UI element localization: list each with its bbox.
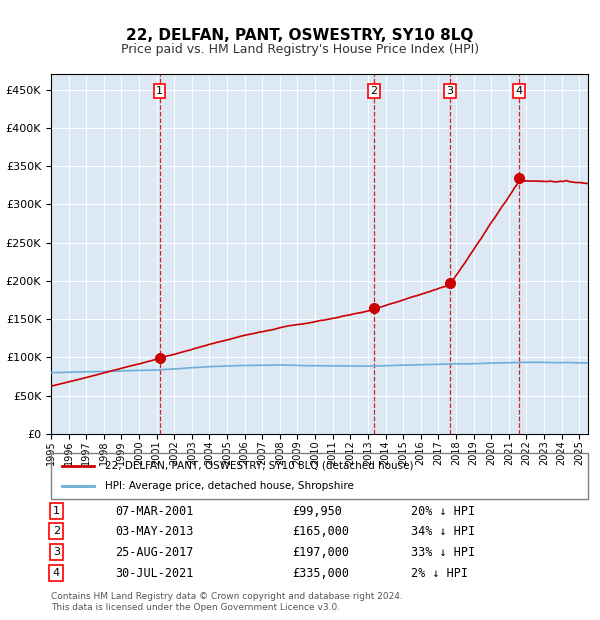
Text: 4: 4 [53, 568, 60, 578]
Text: 2: 2 [370, 86, 377, 96]
Text: £99,950: £99,950 [293, 505, 343, 518]
Text: £335,000: £335,000 [293, 567, 350, 580]
Text: 2% ↓ HPI: 2% ↓ HPI [411, 567, 468, 580]
Text: 3: 3 [53, 547, 60, 557]
Text: 33% ↓ HPI: 33% ↓ HPI [411, 546, 475, 559]
Text: 07-MAR-2001: 07-MAR-2001 [115, 505, 194, 518]
Text: 03-MAY-2013: 03-MAY-2013 [115, 525, 194, 538]
Text: 25-AUG-2017: 25-AUG-2017 [115, 546, 194, 559]
Text: 20% ↓ HPI: 20% ↓ HPI [411, 505, 475, 518]
Text: 2: 2 [53, 526, 60, 536]
Text: £165,000: £165,000 [293, 525, 350, 538]
Text: 30-JUL-2021: 30-JUL-2021 [115, 567, 194, 580]
Text: £197,000: £197,000 [293, 546, 350, 559]
Text: 34% ↓ HPI: 34% ↓ HPI [411, 525, 475, 538]
Text: HPI: Average price, detached house, Shropshire: HPI: Average price, detached house, Shro… [105, 481, 353, 491]
Text: 1: 1 [53, 506, 60, 516]
Text: 1: 1 [156, 86, 163, 96]
Text: 4: 4 [515, 86, 523, 96]
Text: 22, DELFAN, PANT, OSWESTRY, SY10 8LQ: 22, DELFAN, PANT, OSWESTRY, SY10 8LQ [127, 28, 473, 43]
Text: 3: 3 [446, 86, 453, 96]
Text: Price paid vs. HM Land Registry's House Price Index (HPI): Price paid vs. HM Land Registry's House … [121, 43, 479, 56]
Text: Contains HM Land Registry data © Crown copyright and database right 2024.
This d: Contains HM Land Registry data © Crown c… [51, 592, 403, 611]
Text: 22, DELFAN, PANT, OSWESTRY, SY10 8LQ (detached house): 22, DELFAN, PANT, OSWESTRY, SY10 8LQ (de… [105, 461, 413, 471]
